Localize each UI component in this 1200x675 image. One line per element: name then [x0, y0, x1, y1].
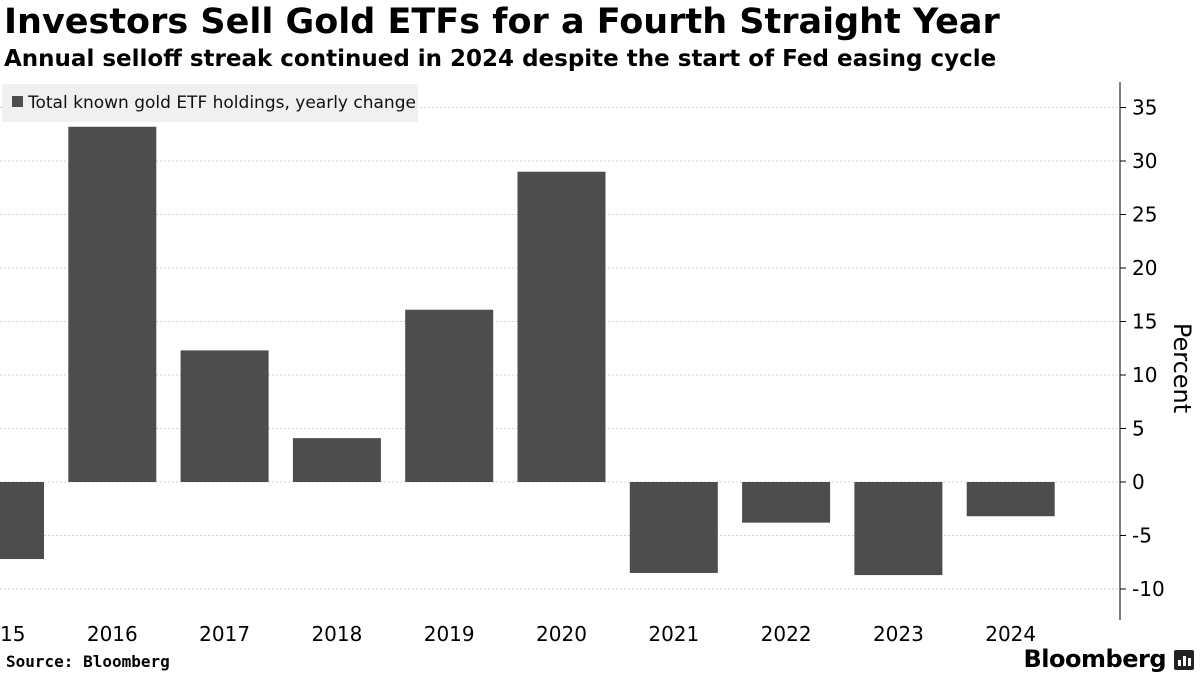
y-tick-label: 30 — [1132, 149, 1157, 173]
x-tick-label: 2023 — [873, 622, 924, 646]
y-tick-label: 10 — [1132, 363, 1157, 387]
y-axis-title: Percent — [1168, 323, 1196, 413]
bar-2023 — [854, 482, 943, 576]
y-tick-label: 15 — [1132, 310, 1157, 334]
bar-2015 — [0, 482, 44, 560]
bar-2019 — [405, 309, 494, 482]
y-tick-label: 5 — [1132, 417, 1145, 441]
bar-2024 — [966, 482, 1055, 517]
x-tick-label: 2020 — [536, 622, 587, 646]
chart-subtitle: Annual selloff streak continued in 2024 … — [4, 46, 997, 72]
bloomberg-bars-icon — [1174, 650, 1194, 670]
bloomberg-logo: Bloomberg — [1023, 645, 1167, 673]
bar-2018 — [292, 438, 381, 482]
bar-2022 — [742, 482, 831, 523]
bar-2016 — [68, 126, 157, 482]
x-tick-label: 2019 — [424, 622, 475, 646]
x-tick-label: 2024 — [985, 622, 1036, 646]
source-note: Source: Bloomberg — [6, 652, 170, 671]
y-tick-label: -5 — [1132, 524, 1152, 548]
y-axis: 35 30 25 20 15 10 5 0 -5 -10 — [1119, 82, 1165, 620]
bar-2021 — [629, 482, 718, 573]
y-tick-label: 20 — [1132, 256, 1157, 280]
y-tick-label: 35 — [1132, 96, 1157, 120]
x-tick-label: 2022 — [761, 622, 812, 646]
x-tick-label: 2018 — [311, 622, 362, 646]
bar-2017 — [180, 350, 269, 482]
legend-swatch — [12, 96, 23, 107]
y-tick-label: -10 — [1132, 577, 1165, 601]
legend-background — [2, 84, 418, 122]
y-tick-label: 25 — [1132, 203, 1157, 227]
x-tick-label: 2021 — [648, 622, 699, 646]
chart-title: Investors Sell Gold ETFs for a Fourth St… — [4, 2, 1000, 42]
bar-2020 — [517, 171, 606, 482]
bars — [0, 126, 1055, 576]
legend-label: Total known gold ETF holdings, yearly ch… — [27, 93, 416, 113]
y-tick-label: 0 — [1132, 470, 1145, 494]
x-tick-label: 2016 — [87, 622, 138, 646]
x-tick-label: 2017 — [199, 622, 250, 646]
legend: Total known gold ETF holdings, yearly ch… — [2, 84, 418, 122]
